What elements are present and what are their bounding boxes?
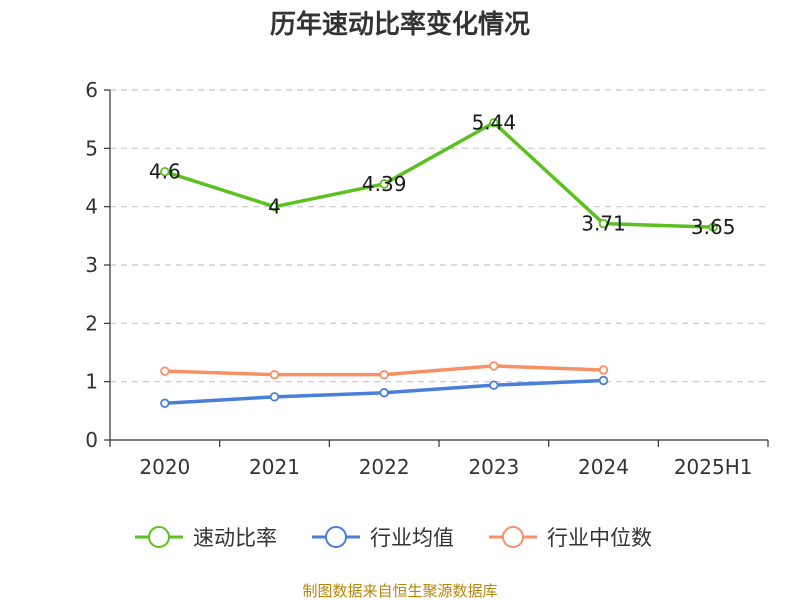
legend-item-0[interactable]: 速动比率 (135, 526, 277, 550)
series-group: 4.6 4 4.39 5.44 3.71 3.65 (149, 111, 736, 408)
data-label: 4.6 (149, 160, 181, 184)
data-point[interactable] (269, 369, 280, 380)
data-label: 4 (268, 195, 281, 219)
data-point[interactable] (160, 398, 170, 408)
legend-label: 行业中位数 (547, 526, 652, 550)
data-point[interactable] (379, 369, 389, 380)
data-point[interactable] (598, 365, 609, 375)
grid (110, 89, 768, 383)
y-tick-label: 3 (85, 253, 98, 277)
legend-item-2[interactable]: 行业中位数 (489, 526, 652, 550)
data-label: 4.39 (362, 172, 407, 196)
legend-item-1[interactable]: 行业均值 (312, 526, 454, 550)
data-point[interactable] (160, 366, 170, 376)
x-tick-label: 2025H1 (674, 455, 753, 479)
legend[interactable]: 速动比率 行业均值 行业中位数 (135, 526, 652, 550)
x-tick-label: 2020 (139, 455, 190, 479)
x-tick-label: 2022 (359, 455, 410, 479)
y-tick-label: 6 (85, 78, 98, 102)
data-point[interactable] (489, 117, 499, 128)
data-point[interactable] (598, 218, 609, 229)
data-point[interactable] (708, 222, 718, 232)
x-tick-label: 2021 (249, 455, 300, 479)
data-point[interactable] (598, 375, 609, 386)
legend-marker (148, 526, 170, 548)
data-point[interactable] (160, 166, 170, 177)
y-tick-label: 1 (85, 370, 98, 394)
y-tick-label: 2 (85, 311, 98, 335)
data-point[interactable] (269, 392, 280, 402)
legend-marker (325, 526, 347, 548)
legend-marker (502, 526, 524, 548)
data-label: 3.65 (691, 215, 736, 239)
x-tick-label: 2023 (468, 455, 519, 479)
data-point[interactable] (379, 179, 389, 189)
data-point[interactable] (489, 361, 499, 371)
axes: 0 1 2 3 4 5 6 2020 2021 2022 2023 2024 2025H1 (85, 78, 769, 479)
source-note: 制图数据来自恒生聚源数据库 (302, 582, 497, 600)
legend-label: 行业均值 (370, 526, 454, 550)
data-label: 5.44 (472, 111, 517, 135)
y-tick-label: 0 (85, 428, 98, 452)
data-point[interactable] (269, 201, 280, 212)
data-point[interactable] (489, 380, 499, 390)
x-tick-label: 2024 (578, 455, 629, 479)
series-line-0 (164, 120, 714, 229)
data-label: 3.71 (581, 212, 626, 236)
y-tick-label: 4 (85, 195, 98, 219)
y-tick-label: 5 (85, 136, 98, 160)
data-point[interactable] (379, 388, 389, 398)
legend-label: 速动比率 (193, 526, 277, 550)
chart-title: 历年速动比率变化情况 (270, 9, 530, 40)
